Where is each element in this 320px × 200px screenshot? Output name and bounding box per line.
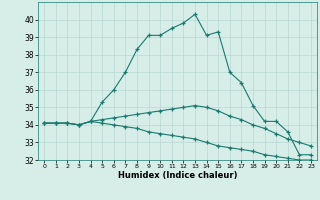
X-axis label: Humidex (Indice chaleur): Humidex (Indice chaleur): [118, 171, 237, 180]
